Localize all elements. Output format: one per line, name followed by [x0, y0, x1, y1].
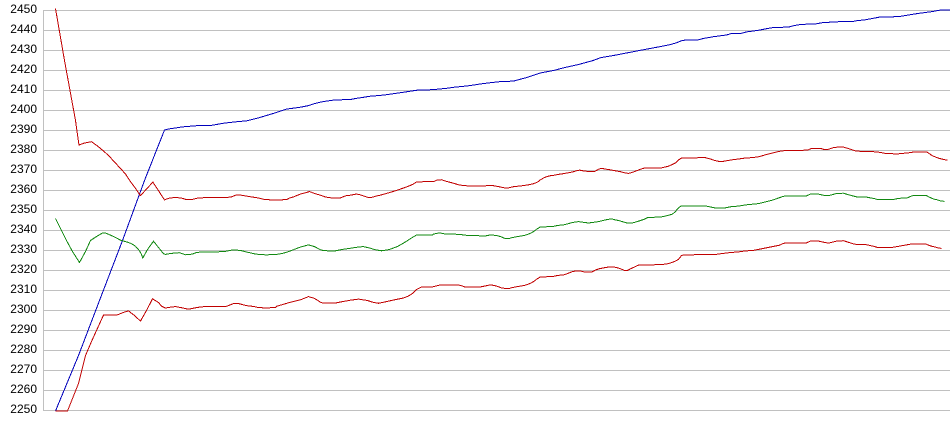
svg-text:2300: 2300	[10, 302, 37, 316]
svg-text:2340: 2340	[10, 222, 37, 236]
svg-text:2330: 2330	[10, 242, 37, 256]
svg-text:2430: 2430	[10, 42, 37, 56]
svg-text:2280: 2280	[10, 342, 37, 356]
svg-text:2450: 2450	[10, 2, 37, 16]
svg-text:2440: 2440	[10, 22, 37, 36]
svg-text:2420: 2420	[10, 62, 37, 76]
svg-text:2380: 2380	[10, 142, 37, 156]
svg-text:2360: 2360	[10, 182, 37, 196]
svg-text:2400: 2400	[10, 102, 37, 116]
svg-text:2290: 2290	[10, 322, 37, 336]
svg-text:2410: 2410	[10, 82, 37, 96]
svg-text:2310: 2310	[10, 282, 37, 296]
svg-text:2370: 2370	[10, 162, 37, 176]
svg-text:2260: 2260	[10, 382, 37, 396]
svg-text:2250: 2250	[10, 402, 37, 416]
svg-text:2390: 2390	[10, 122, 37, 136]
svg-text:2350: 2350	[10, 202, 37, 216]
svg-text:2320: 2320	[10, 262, 37, 276]
svg-text:2270: 2270	[10, 362, 37, 376]
